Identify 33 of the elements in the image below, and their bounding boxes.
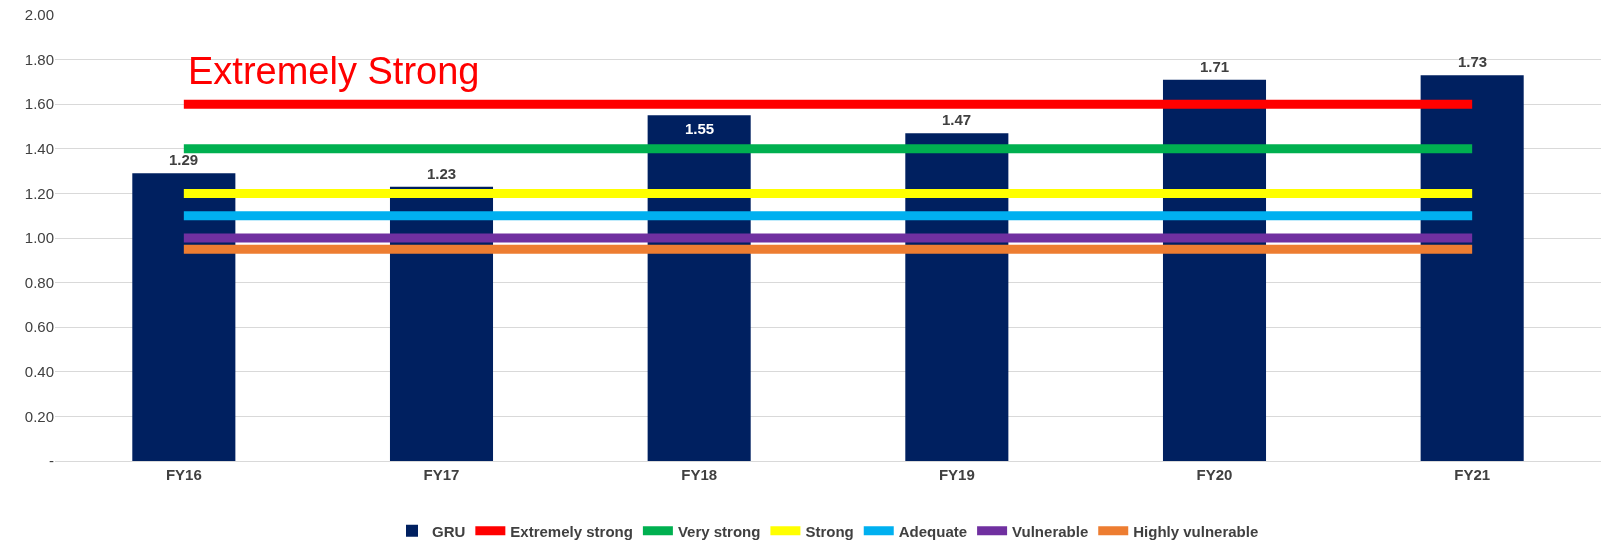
y-tick-label: 0.40 xyxy=(24,363,54,381)
y-tick-label: 1.80 xyxy=(24,50,54,68)
legend-label: Vulnerable xyxy=(1012,522,1089,540)
legend-label: GRU xyxy=(432,522,466,540)
data-label: 1.23 xyxy=(427,165,457,182)
y-tick-label: 0.20 xyxy=(24,407,54,425)
y-tick-label: 0.60 xyxy=(24,318,54,336)
bar xyxy=(1420,75,1524,461)
data-label: 1.73 xyxy=(1458,53,1488,70)
legend-label: Very strong xyxy=(677,522,761,540)
y-tick-label: 1.60 xyxy=(24,95,54,113)
y-tick-label: 1.40 xyxy=(24,140,54,158)
data-label: 1.47 xyxy=(942,111,972,128)
y-tick-label: 2.00 xyxy=(24,6,54,24)
x-tick-label: FY20 xyxy=(1196,466,1233,483)
y-tick-label: 0.80 xyxy=(24,273,54,291)
y-tick-label: 1.20 xyxy=(24,184,54,202)
x-tick-label: FY18 xyxy=(681,466,718,483)
legend-label: Strong xyxy=(805,522,854,540)
y-tick-label: - xyxy=(49,452,54,470)
legend-label: Highly vulnerable xyxy=(1133,522,1259,540)
data-label: 1.29 xyxy=(169,151,199,168)
x-tick-label: FY21 xyxy=(1454,466,1491,483)
x-tick-label: FY16 xyxy=(165,466,202,483)
data-label: 1.71 xyxy=(1200,58,1230,75)
legend-label: Extremely strong xyxy=(510,522,633,540)
data-label: 1.55 xyxy=(685,120,715,137)
annotation: Extremely Strong xyxy=(188,50,480,92)
x-tick-label: FY19 xyxy=(938,466,975,483)
bar xyxy=(132,173,236,461)
legend-label: Adequate xyxy=(898,522,968,540)
y-tick-label: 1.00 xyxy=(24,229,54,247)
x-tick-label: FY17 xyxy=(423,466,460,483)
